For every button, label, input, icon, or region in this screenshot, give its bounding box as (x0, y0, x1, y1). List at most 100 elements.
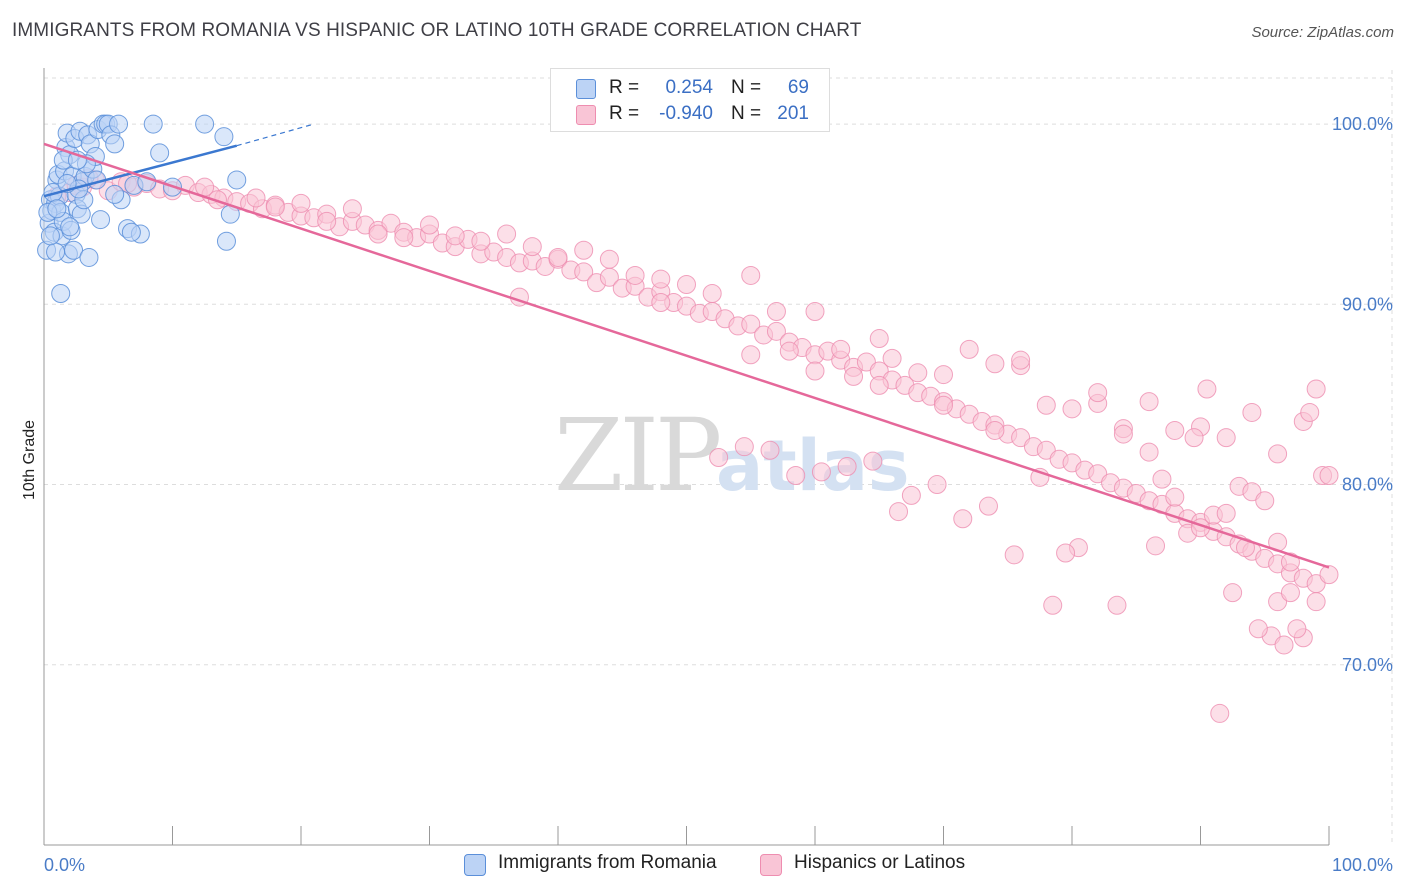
y-tick-label: 90.0% (1342, 294, 1393, 314)
data-point-hispanic (1088, 383, 1108, 403)
data-point-hispanic (1139, 442, 1159, 462)
data-point-hispanic (1036, 395, 1056, 415)
data-point-hispanic (291, 193, 311, 213)
data-point-hispanic (1216, 503, 1236, 523)
data-point-hispanic (1306, 592, 1326, 612)
data-point-romania (46, 242, 66, 262)
data-point-hispanic (420, 215, 439, 235)
data-point-hispanic (599, 249, 619, 269)
data-point-hispanic (1255, 491, 1275, 511)
legend-r-value: -0.940 (659, 103, 713, 124)
y-tick-label: 80.0% (1342, 475, 1393, 495)
data-point-hispanic (953, 509, 973, 529)
series-hispanics-points (47, 168, 1339, 723)
x-tick-label: 0.0% (44, 855, 85, 875)
data-point-hispanic (985, 420, 1005, 440)
data-point-romania (60, 217, 80, 237)
data-point-hispanic (831, 339, 851, 359)
data-point-hispanic (651, 293, 671, 312)
data-point-romania (109, 114, 129, 134)
legend-label-hispanic: Hispanics or Latinos (794, 852, 966, 873)
series-legend: Immigrants from Romania Hispanics or Lat… (0, 852, 1406, 876)
data-point-hispanic (863, 451, 883, 471)
legend-n-value: 201 (777, 103, 809, 124)
data-point-hispanic (869, 375, 889, 395)
data-point-romania (40, 226, 60, 246)
data-point-hispanic (901, 485, 921, 505)
data-point-romania (121, 222, 141, 242)
correlation-legend: R = 0.254 N = 69 R = -0.940 N = 201 (550, 68, 830, 132)
data-point-hispanic (1319, 466, 1339, 486)
data-point-hispanic (1248, 619, 1268, 639)
x-tick-label: 100.0% (1332, 855, 1393, 875)
data-point-hispanic (1011, 350, 1031, 370)
data-point-hispanic (734, 437, 754, 457)
data-point-hispanic (882, 348, 902, 368)
data-point-hispanic (1184, 428, 1204, 448)
y-axis-label: 10th Grade (21, 420, 38, 500)
data-point-hispanic (908, 363, 928, 383)
legend-swatch-hispanic (576, 105, 596, 125)
data-point-romania (143, 114, 163, 134)
data-point-hispanic (1319, 565, 1339, 585)
tick-labels: 100.0% 90.0% 80.0% 70.0% 0.0% 100.0% (44, 114, 1393, 875)
data-point-hispanic (1268, 444, 1288, 464)
data-point-hispanic (869, 329, 889, 349)
legend-n-value: 69 (787, 77, 809, 98)
data-point-romania (195, 114, 215, 134)
data-point-hispanic (805, 361, 825, 381)
data-point-hispanic (959, 339, 979, 359)
legend-n-label: N = (731, 103, 762, 124)
data-point-hispanic (1197, 379, 1217, 399)
data-point-hispanic (766, 321, 786, 341)
data-point-hispanic (497, 224, 517, 244)
data-point-hispanic (342, 199, 362, 219)
trend-lines (43, 123, 1330, 569)
data-point-hispanic (1165, 487, 1185, 507)
data-point-hispanic (246, 188, 266, 208)
data-point-hispanic (394, 228, 414, 248)
data-point-hispanic (1139, 392, 1159, 412)
data-point-hispanic (574, 240, 594, 260)
data-point-hispanic (265, 197, 285, 217)
data-point-romania (227, 170, 247, 190)
data-point-hispanic (889, 502, 909, 522)
data-point-romania (214, 127, 234, 147)
data-point-hispanic (741, 265, 761, 285)
data-point-hispanic (625, 265, 645, 285)
y-tick-label: 70.0% (1342, 655, 1393, 675)
legend-r-label: R = (609, 77, 640, 98)
data-point-hispanic (368, 224, 388, 244)
data-point-hispanic (1300, 402, 1320, 422)
data-point-hispanic (1216, 428, 1236, 448)
series-romania-points (37, 114, 247, 303)
data-point-hispanic (978, 496, 998, 516)
trend-line-hispanic (43, 142, 1330, 569)
data-point-romania (105, 184, 125, 204)
data-point-hispanic (1165, 420, 1185, 440)
data-point-hispanic (677, 274, 696, 294)
legend-swatch-romania (464, 854, 486, 876)
trend-line-romania (43, 144, 238, 198)
data-point-hispanic (741, 345, 761, 365)
data-point-hispanic (574, 262, 594, 282)
data-point-romania (150, 143, 170, 163)
data-point-hispanic (1210, 703, 1230, 723)
data-point-hispanic (786, 466, 806, 486)
legend-r-value: 0.254 (665, 77, 713, 98)
watermark-zip: ZIP (554, 397, 719, 514)
legend-r-label: R = (609, 103, 640, 124)
data-point-romania (51, 283, 71, 303)
legend-row-hispanic: R = -0.940 N = 201 (551, 101, 829, 127)
data-point-hispanic (1152, 469, 1172, 489)
data-point-romania (216, 231, 236, 251)
data-point-hispanic (1242, 402, 1262, 422)
data-point-hispanic (1306, 379, 1326, 399)
data-point-romania (79, 247, 99, 267)
data-point-hispanic (1280, 583, 1300, 603)
data-point-hispanic (1107, 595, 1127, 615)
data-point-hispanic (837, 457, 857, 477)
data-point-hispanic (709, 448, 729, 467)
trend-line-romania-extension (236, 123, 315, 147)
